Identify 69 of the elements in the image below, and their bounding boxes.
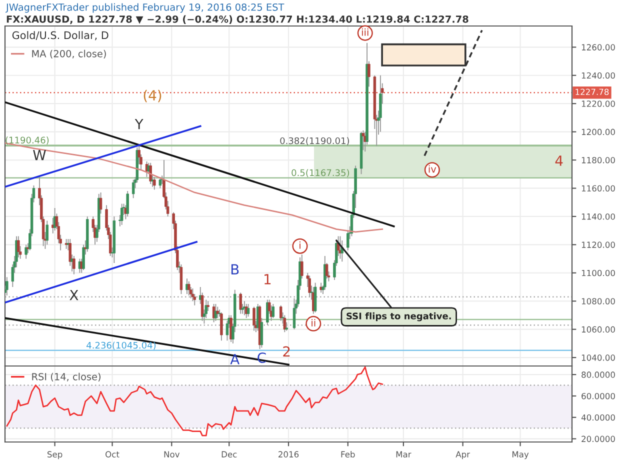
- y-tick-label: 1200.00: [582, 128, 615, 136]
- annotation: (4): [144, 90, 162, 102]
- y-tick-label: 1100.00: [582, 270, 615, 276]
- candlestick: [214, 303, 218, 322]
- x-tick-label: Sep: [48, 451, 62, 460]
- y-tick-label: 1080.00: [582, 298, 615, 304]
- annotation: 0.382(1190.01): [280, 137, 350, 146]
- candlestick: [120, 203, 124, 226]
- candlestick: [46, 220, 48, 246]
- y-tick-label: 1060.00: [582, 326, 615, 333]
- candlestick: [340, 240, 344, 262]
- candlestick: [230, 314, 232, 342]
- annotation: 4: [555, 156, 563, 166]
- x-tick-label: Apr: [456, 451, 470, 460]
- y-tick-label: 1260.00: [582, 44, 615, 50]
- candlestick: [379, 74, 382, 132]
- x-tick-label: Nov: [164, 451, 180, 458]
- y-tick-label: 1120.00: [582, 242, 615, 248]
- x-tick-label: May: [512, 451, 529, 460]
- x-tick-label: Feb: [341, 451, 355, 458]
- legend-label: RSI (14, close): [32, 372, 100, 382]
- candlestick: [308, 275, 311, 298]
- legend-label: MA (200, close): [32, 50, 106, 58]
- candlestick: [149, 162, 152, 184]
- annotation: Y: [134, 118, 144, 130]
- candlestick: [239, 292, 242, 314]
- annotation: 0.5(1167.35): [292, 169, 350, 178]
- annotation: iv: [428, 165, 436, 173]
- candlestick: [266, 299, 269, 326]
- chart-subtitle: Gold/U.S. Dollar, D: [12, 31, 108, 40]
- candlestick: [314, 282, 317, 313]
- y-tick-label: 1180.00: [582, 157, 615, 164]
- candlestick: [220, 312, 223, 342]
- text: JWagnerFXTrader published February 19, 2016 08:25 EST: [5, 3, 284, 13]
- candlestick: [252, 306, 256, 332]
- annotation: 1: [264, 274, 271, 284]
- y-tick-label: 80.0000: [582, 372, 615, 378]
- annotation: SSI flips to negative.: [346, 312, 451, 322]
- text: FX:XAUUSD, D 1227.78 ▼ −2.99 (−0.24%) O:1230.77 H:1234.40 L:1219.84 C:1227.78: [6, 15, 468, 24]
- ref-line-label: 1227.78: [576, 88, 609, 96]
- annotation: W: [33, 150, 46, 160]
- x-tick-label: Oct: [106, 451, 120, 458]
- y-tick-label: 40.0000: [581, 414, 615, 421]
- y-tick-label: 1140.00: [582, 213, 615, 220]
- x-tick-label: Mar: [396, 451, 412, 458]
- y-tick-label: 1220.00: [582, 100, 615, 107]
- candlestick: [82, 244, 85, 271]
- annotation: 4.236(1045.04): [86, 342, 156, 350]
- candlestick: [132, 179, 135, 199]
- annotation: iii: [362, 28, 368, 36]
- annotation: B: [231, 264, 239, 274]
- candlestick: [272, 303, 275, 319]
- line-series: [6, 366, 384, 436]
- y-tick-label: 20.0000: [582, 436, 615, 442]
- candlestick: [126, 190, 129, 217]
- candlestick: [246, 303, 250, 318]
- candlestick: [324, 255, 326, 290]
- annotation: ii: [312, 318, 316, 326]
- annotation: (1190.46): [6, 136, 49, 145]
- x-tick-label: Dec: [222, 451, 237, 458]
- annotation: A: [230, 354, 240, 364]
- y-tick-label: 1040.00: [582, 354, 615, 361]
- y-tick-label: 60.0000: [582, 392, 615, 400]
- candlestick: [24, 244, 28, 260]
- annotation: X: [70, 290, 78, 300]
- candlestick: [216, 306, 219, 319]
- x-tick-label: 2016: [278, 451, 299, 458]
- y-tick-label: 1240.00: [582, 72, 615, 79]
- y-tick-label: 1160.00: [582, 185, 615, 192]
